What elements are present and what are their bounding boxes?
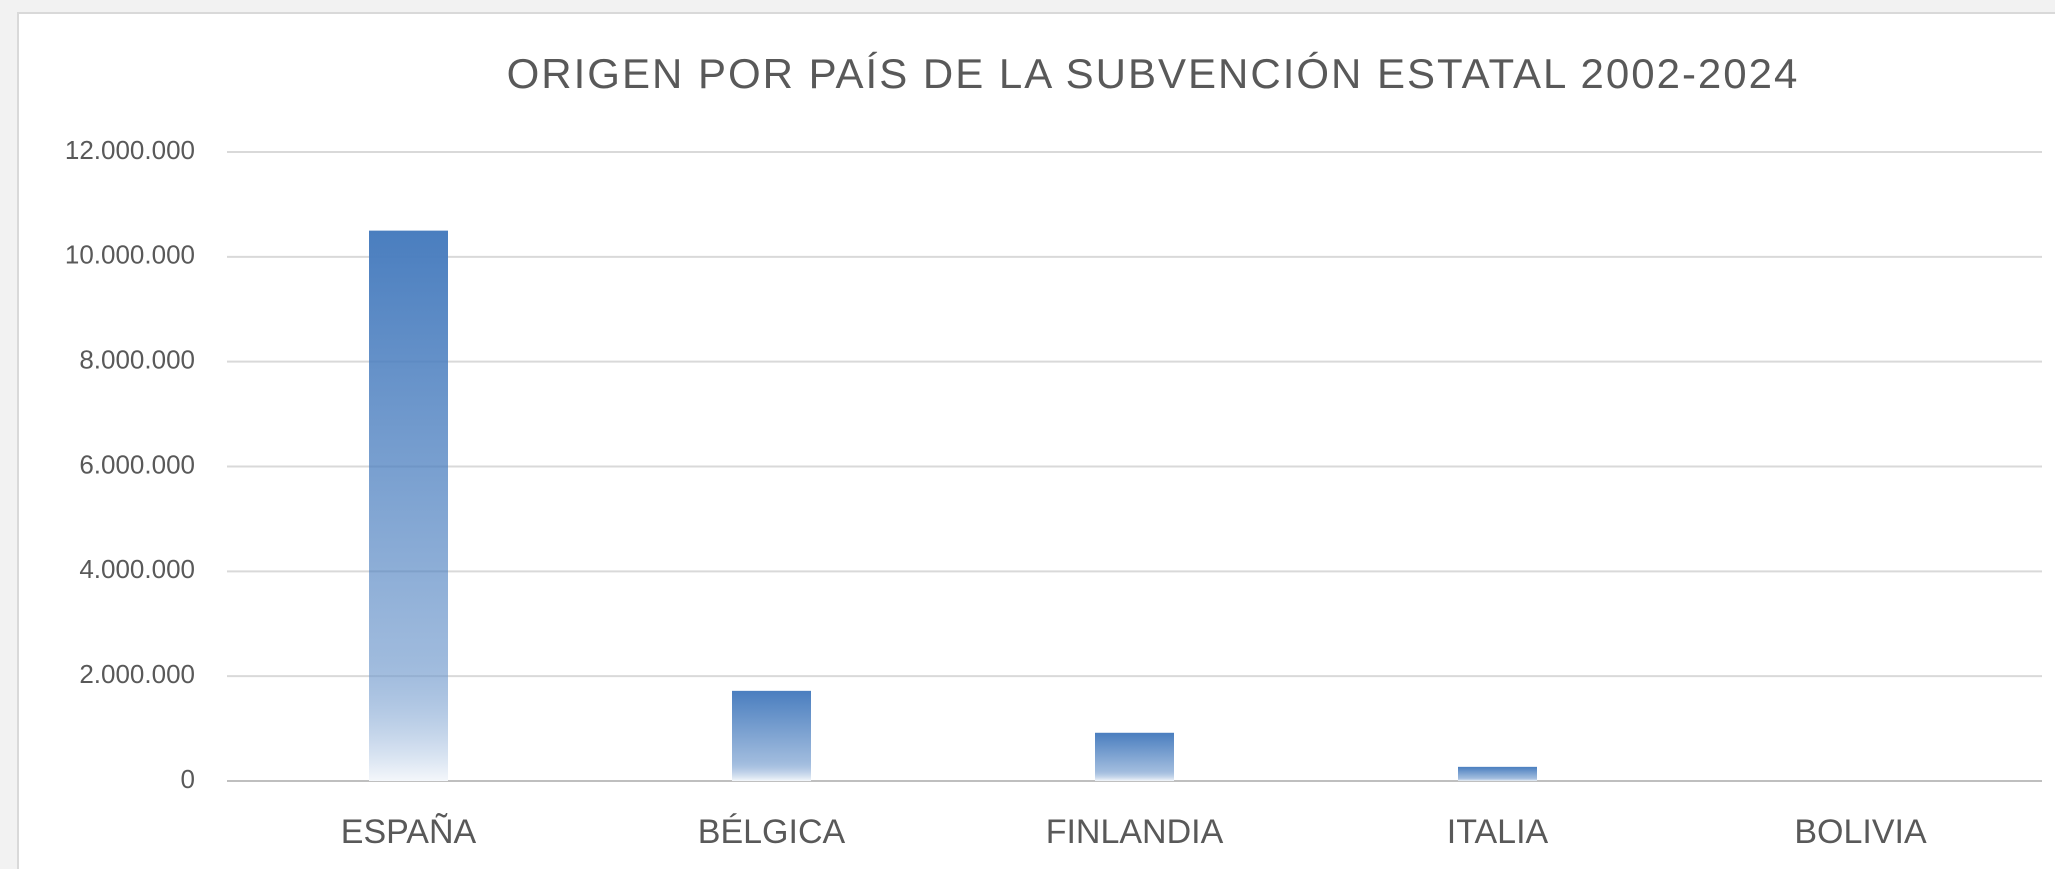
- x-tick-label: ESPAÑA: [341, 813, 477, 851]
- x-tick-label: FINLANDIA: [1046, 813, 1224, 851]
- x-tick-label: BÉLGICA: [698, 813, 846, 851]
- y-tick-label: 10.000.000: [65, 240, 195, 270]
- bar: [369, 230, 448, 781]
- chart-title: ORIGEN POR PAÍS DE LA SUBVENCIÓN ESTATAL…: [507, 50, 1800, 97]
- y-tick-label: 4.000.000: [79, 554, 195, 584]
- y-tick-label: 2.000.000: [79, 659, 195, 689]
- bar: [732, 690, 811, 781]
- bar: [1458, 766, 1537, 781]
- x-tick-label: ITALIA: [1447, 813, 1549, 851]
- y-tick-label: 12.000.000: [65, 135, 195, 165]
- bar: [1095, 732, 1174, 781]
- chart-area: [17, 12, 2055, 869]
- y-tick-label: 0: [181, 764, 195, 794]
- x-tick-label: BOLIVIA: [1794, 813, 1927, 851]
- y-tick-label: 6.000.000: [79, 449, 195, 479]
- y-tick-label: 8.000.000: [79, 345, 195, 375]
